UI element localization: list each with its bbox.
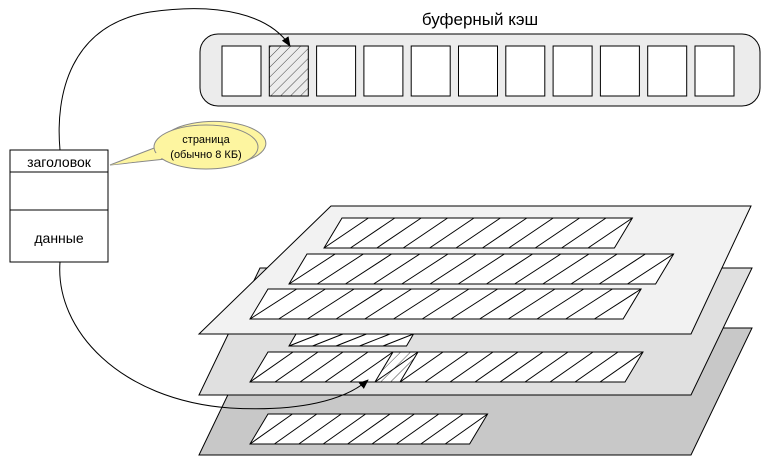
disk-page-cell [278, 288, 326, 320]
disk-page-cell [457, 253, 505, 285]
disk-page-cell [429, 253, 477, 285]
callout-tail-fill [110, 150, 168, 165]
disk-page-cell [373, 253, 421, 285]
page-block [9, 149, 109, 263]
disk-page-cell [359, 333, 391, 347]
disk-page-cell [288, 333, 320, 347]
disk-page-cell [508, 288, 556, 320]
disk-page-cell [561, 217, 607, 249]
disk-page-cell [444, 413, 488, 445]
disk-page-cell [627, 253, 674, 285]
disk-page-cell [274, 413, 318, 445]
arrow-page-to-cache [58, 8, 291, 151]
disk-page-cell [421, 288, 470, 320]
disk-page-cell [565, 288, 613, 320]
disk-page-cell [299, 351, 344, 383]
buffer-slot [647, 45, 688, 97]
buffer-slot-highlighted [268, 45, 309, 97]
disk-page-cell [570, 253, 618, 285]
disk-page-cell [574, 351, 619, 383]
disk-page-cell [335, 333, 367, 347]
disk-page-cell [486, 253, 533, 285]
arrow-page-to-disk [59, 261, 369, 410]
callout-ellipse [153, 124, 259, 170]
disk-page-cell [424, 351, 469, 383]
disk-page-cell [323, 217, 369, 249]
disk-page-cell [599, 351, 644, 383]
disk-page-cell [347, 413, 391, 445]
disk-page-cell [450, 288, 498, 320]
disk-page-cell [298, 413, 342, 445]
disk-page-cell [598, 253, 646, 285]
buffer-slot [552, 45, 593, 97]
disk-page-cell [399, 351, 444, 383]
buffer-slot [316, 45, 357, 97]
disk-page-cell [249, 413, 293, 445]
disk-layer-middle-rows [249, 333, 644, 383]
disk-page-cell [374, 351, 419, 383]
disk-layer-top-rows [249, 217, 675, 320]
buffer-slot [505, 45, 546, 97]
disk-page-cell [420, 413, 464, 445]
callout-line-2: (обычно 8 КБ) [170, 149, 241, 161]
disk-page-cell [364, 288, 412, 320]
buffer-slot [363, 45, 404, 97]
disk-page-cell [393, 288, 441, 320]
page-header-label: заголовок [27, 154, 92, 170]
buffer-slot [694, 45, 735, 97]
disk-page-cell [479, 288, 527, 320]
disk-page-cell [249, 288, 297, 320]
disk-page-cell [514, 253, 562, 285]
buffer-cache-slots [221, 45, 735, 97]
disk-layer-bottom-rows [249, 413, 489, 445]
disk-page-cell [371, 413, 415, 445]
buffer-slot [410, 45, 451, 97]
disk-page-cell [542, 253, 590, 285]
disk-page-cell [335, 288, 384, 320]
disk-page-cell [307, 288, 355, 320]
disk-page-cell [429, 217, 475, 249]
disk-page-cell [382, 333, 414, 347]
disk-page-cell [536, 288, 584, 320]
disk-page-cell [455, 217, 501, 249]
disk-page-cell [350, 217, 396, 249]
disk-page-cell [474, 351, 519, 383]
disk-page-cell [312, 333, 344, 347]
disk-page-cell [524, 351, 569, 383]
buffer-slot [458, 45, 498, 97]
buffer-cache-title: буферный кэш [422, 10, 538, 29]
disk-page-cell [345, 253, 392, 285]
disk-page-cell [349, 351, 394, 383]
disk-page-cell [499, 351, 544, 383]
disk-page-cell [322, 413, 366, 445]
disk-page-cell [508, 217, 554, 249]
disk-page-cell [549, 351, 594, 383]
disk-page-cell [274, 351, 319, 383]
page-data-label: данные [34, 230, 83, 246]
disk-page-cell [594, 288, 642, 320]
disk-page-cell [402, 217, 448, 249]
buffer-slot [221, 45, 262, 97]
disk-page-cell [401, 253, 449, 285]
disk-page-cell [449, 351, 494, 383]
disk-page-cell [324, 351, 369, 383]
disk-page-cell [482, 217, 528, 249]
disk-page-cell [249, 351, 294, 383]
buffer-slot [599, 45, 640, 97]
disk-page-cell [288, 253, 336, 285]
disk-page-cell [587, 217, 633, 249]
callout-line-1: страница [182, 134, 230, 146]
disk-page-cell [376, 217, 422, 249]
disk-page-cell [396, 413, 440, 445]
disk-page-cell [534, 217, 580, 249]
disk-page-cell [316, 253, 364, 285]
